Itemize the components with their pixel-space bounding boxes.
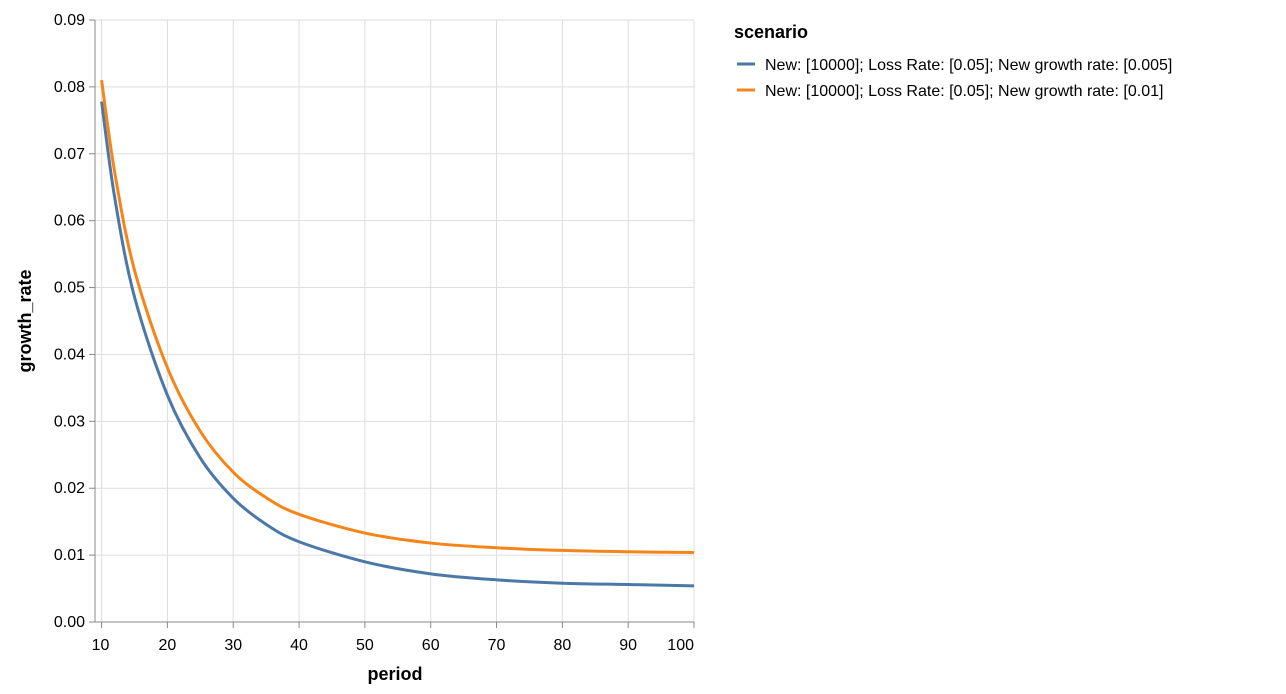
legend: scenario New: [10000]; Loss Rate: [0.05]…	[734, 22, 1172, 100]
y-tick-label: 0.03	[54, 413, 85, 430]
y-tick-label: 0.08	[54, 79, 85, 96]
y-tick-label: 0.06	[54, 213, 85, 230]
legend-label: New: [10000]; Loss Rate: [0.05]; New gro…	[765, 83, 1163, 100]
y-tick-label: 0.09	[54, 12, 85, 29]
legend-items: New: [10000]; Loss Rate: [0.05]; New gro…	[737, 57, 1172, 100]
y-tick-label: 0.00	[54, 614, 85, 631]
x-tick-label: 100	[667, 637, 694, 654]
y-tick-label: 0.05	[54, 280, 85, 297]
y-tick-label: 0.07	[54, 146, 85, 163]
x-axis-title: period	[367, 664, 422, 684]
x-tick-label: 20	[159, 637, 177, 654]
x-tick-label: 70	[488, 637, 506, 654]
y-tick-label: 0.02	[54, 480, 85, 497]
series-line-1	[100, 101, 695, 588]
x-axis-ticks: 10 20 30 40 50 60 70 80 90 100	[92, 622, 695, 654]
series-lines	[100, 79, 695, 588]
x-tick-label: 10	[92, 637, 110, 654]
x-tick-label: 30	[224, 637, 242, 654]
legend-title: scenario	[734, 22, 808, 42]
gridlines	[95, 19, 695, 623]
y-tick-label: 0.04	[54, 346, 85, 363]
x-tick-label: 60	[422, 637, 440, 654]
y-axis-ticks: 0.00 0.01 0.02 0.03 0.04 0.05 0.06 0.07 0.08 0.09	[54, 12, 95, 631]
x-tick-label: 90	[619, 637, 637, 654]
legend-label: New: [10000]; Loss Rate: [0.05]; New gro…	[765, 57, 1172, 74]
series-line-2	[100, 79, 695, 554]
x-tick-label: 50	[356, 637, 374, 654]
x-tick-label: 80	[553, 637, 571, 654]
y-axis-title: growth_rate	[15, 269, 35, 372]
y-tick-label: 0.01	[54, 547, 85, 564]
axes	[94, 20, 694, 623]
x-tick-label: 40	[290, 637, 308, 654]
